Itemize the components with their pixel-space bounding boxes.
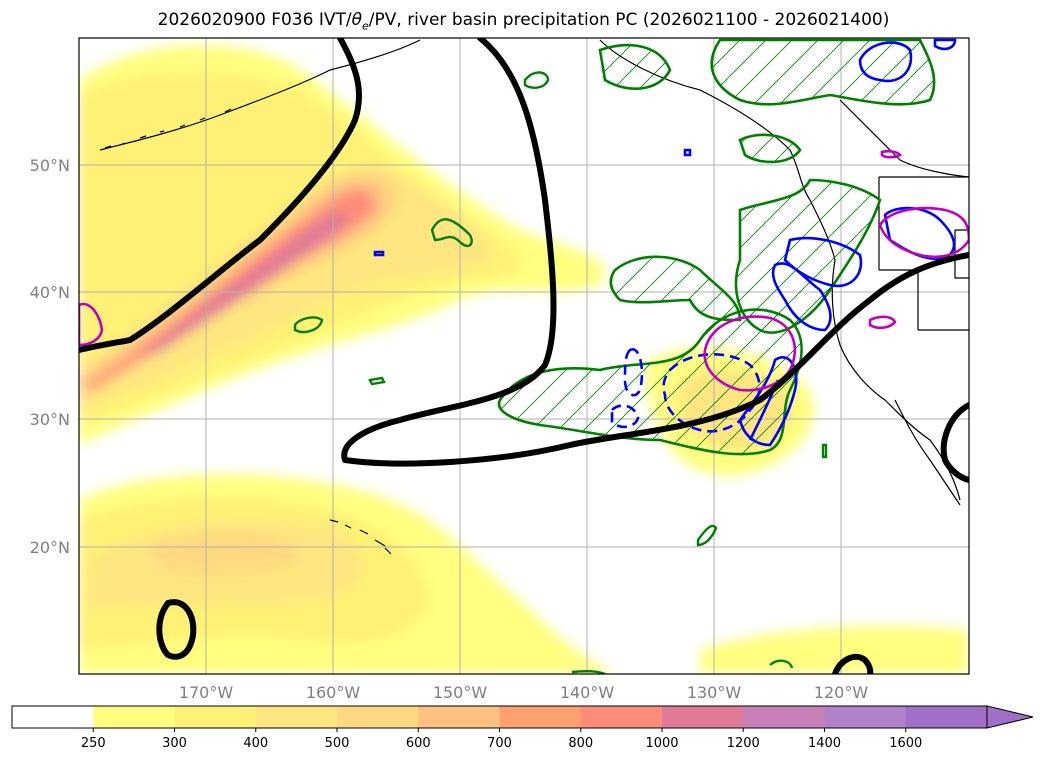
pv-contour-southeast	[940, 402, 969, 483]
colorbar-label: 1200	[727, 736, 760, 751]
colorbar-label: 500	[325, 736, 350, 751]
pv-contour-south-closed	[156, 599, 197, 660]
colorbar-label: 1600	[889, 736, 922, 751]
colorbar-label: 800	[568, 736, 593, 751]
lat-label-20: 20°N	[30, 538, 70, 557]
lon-label-170w: 170°W	[179, 683, 234, 702]
colorbar-segment	[93, 706, 175, 728]
green-contour-7	[769, 659, 794, 669]
title-suffix: /PV, river basin precipitation PC (20260…	[368, 10, 890, 30]
colorbar: 250 300 400 500 600 700 800 1000 1200 1400 1600	[11, 705, 1034, 751]
blue-contour-south-1	[738, 356, 798, 447]
lon-label-120w: 120°W	[814, 683, 869, 702]
colorbar-segment	[337, 706, 419, 728]
blue-contour-coast-2	[771, 262, 832, 332]
precip-region-south	[497, 308, 803, 456]
ivt-band-1000	[140, 212, 347, 358]
map-border	[78, 37, 970, 675]
aleutian-islands	[104, 108, 232, 149]
green-contour-1	[430, 218, 473, 248]
green-contour-5	[368, 376, 386, 386]
colorbar-segment	[580, 706, 663, 728]
us-state-borders	[878, 176, 969, 331]
colorbar-extension	[986, 705, 1034, 729]
colorbar-segment	[499, 706, 582, 728]
lat-label-40: 40°N	[30, 283, 70, 302]
title-theta: θ	[351, 10, 362, 30]
colorbar-label: 300	[162, 736, 187, 751]
colorbar-segment	[824, 706, 907, 728]
ivt-south-500	[150, 532, 300, 575]
colorbar-segment	[12, 706, 94, 728]
canada-interior	[839, 99, 969, 178]
precip-region-panhandle	[738, 133, 802, 164]
precip-hatched-regions	[497, 38, 936, 456]
ivt-east-low	[700, 626, 969, 674]
colorbar-label: 1400	[808, 736, 841, 751]
blue-contour-dashed-2	[610, 404, 640, 429]
alaska-coast	[99, 39, 421, 151]
colorbar-segment	[905, 706, 988, 728]
pv-contour-trough	[341, 38, 969, 467]
lon-label-130w: 130°W	[687, 683, 742, 702]
magenta-contour-small	[880, 149, 902, 159]
colorbar-segment	[255, 706, 338, 728]
colorbar-segment	[743, 706, 825, 728]
lon-label-140w: 140°W	[560, 683, 615, 702]
magenta-contour-west	[79, 302, 104, 347]
graticule	[79, 38, 969, 674]
colorbar-segment	[174, 706, 257, 728]
lon-label-150w: 150°W	[433, 683, 488, 702]
pv-contours	[79, 38, 969, 674]
lon-label-160w: 160°W	[306, 683, 361, 702]
title-theta-sub: e	[362, 19, 369, 33]
pv-contour-bottom	[832, 653, 874, 674]
blue-contour-north-1	[858, 41, 913, 83]
baja-peninsula	[894, 399, 961, 506]
magenta-contour-circle	[703, 315, 797, 392]
blue-contour-dashed-1	[623, 348, 644, 397]
colorbar-label: 600	[406, 736, 431, 751]
title-prefix: 2026020900 F036 IVT/	[157, 10, 352, 30]
precip-region-central	[609, 255, 742, 322]
colorbar-label: 1000	[645, 736, 678, 751]
hawaii-islands	[329, 519, 392, 555]
green-contour-3	[523, 71, 550, 89]
colorbar-segment	[662, 706, 744, 728]
map-plot-area	[79, 38, 969, 674]
pv-contour-main	[79, 38, 363, 353]
lat-label-50: 50°N	[30, 156, 70, 175]
map-title: 2026020900 F036 IVT/θe/PV, river basin p…	[0, 10, 1047, 32]
colorbar-label: 250	[81, 736, 106, 751]
colorbar-segment	[418, 706, 500, 728]
magenta-contour-east	[868, 315, 897, 330]
green-contour-4	[696, 524, 718, 547]
green-contour-6	[821, 443, 828, 459]
blue-contour-dashed-3	[662, 353, 761, 433]
green-contour-2	[293, 316, 324, 334]
lat-tick-labels: 50°N 40°N 30°N 20°N	[30, 156, 70, 557]
ivt-band-400	[79, 168, 492, 410]
colorbar-label: 400	[243, 736, 268, 751]
precip-region-north	[710, 38, 936, 106]
colorbar-label: 700	[487, 736, 512, 751]
lat-label-30: 30°N	[30, 410, 70, 429]
precip-region-coast	[734, 178, 882, 334]
blue-contour-north-2	[933, 38, 957, 51]
blue-contour-small-2	[373, 250, 385, 257]
blue-contour-small-1	[683, 148, 692, 157]
precip-region-alaska	[598, 43, 672, 91]
lon-tick-labels: 170°W 160°W 150°W 140°W 130°W 120°W	[179, 683, 869, 702]
